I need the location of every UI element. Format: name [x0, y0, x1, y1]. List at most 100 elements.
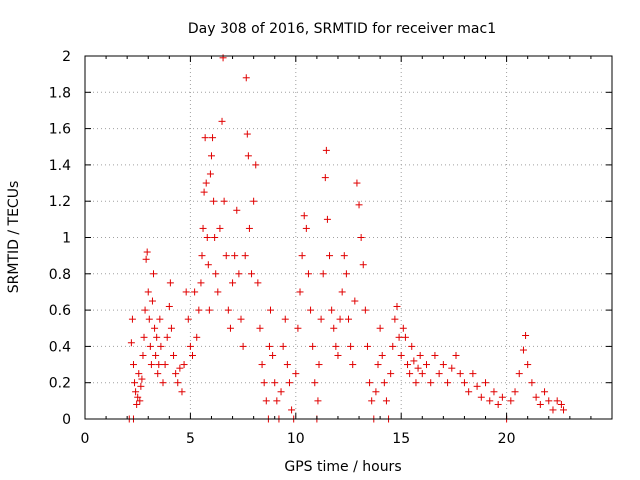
- data-point: [353, 179, 361, 187]
- data-point: [146, 342, 154, 350]
- data-point: [219, 54, 227, 62]
- data-point: [498, 393, 506, 401]
- data-point: [248, 270, 256, 278]
- data-point: [300, 212, 308, 220]
- data-point: [226, 324, 234, 332]
- data-point: [176, 364, 184, 372]
- data-point: [197, 279, 205, 287]
- data-point: [285, 379, 293, 387]
- data-point: [357, 234, 365, 241]
- data-point: [401, 333, 409, 341]
- data-point: [256, 324, 264, 332]
- x-tick-label: 20: [498, 431, 516, 447]
- data-point: [298, 252, 306, 260]
- data-point: [172, 370, 180, 378]
- data-point: [203, 234, 211, 241]
- data-point: [132, 388, 140, 396]
- data-point: [444, 379, 452, 387]
- data-point: [338, 288, 346, 296]
- data-point: [482, 379, 490, 387]
- y-tick-label: 1: [62, 231, 71, 247]
- data-point: [235, 270, 243, 278]
- data-point: [199, 224, 207, 232]
- data-point: [545, 397, 553, 405]
- data-point: [189, 351, 197, 359]
- data-point: [133, 400, 141, 408]
- data-point: [465, 388, 473, 396]
- data-point: [195, 306, 203, 314]
- data-point: [334, 351, 342, 359]
- data-point: [319, 270, 327, 278]
- data-point: [456, 370, 464, 378]
- y-tick-labels: 0 0.2 0.4 0.6 0.8 1 1.2 1.4 1.6 1.8 2: [49, 49, 71, 428]
- data-point: [139, 351, 147, 359]
- data-point: [532, 393, 540, 401]
- data-point: [469, 370, 477, 378]
- data-point: [170, 351, 178, 359]
- data-point: [210, 197, 218, 205]
- data-point: [262, 397, 270, 405]
- y-tick-label: 0: [62, 412, 71, 428]
- y-tick-label: 1.2: [49, 194, 71, 210]
- y-tick-label: 1.4: [49, 158, 71, 174]
- data-point: [154, 370, 162, 378]
- data-point: [136, 397, 144, 405]
- data-point: [265, 342, 273, 350]
- x-axis-label: GPS time / hours: [284, 459, 401, 475]
- data-point: [267, 306, 275, 314]
- data-point: [191, 288, 199, 296]
- data-point: [151, 324, 159, 332]
- data-point: [355, 201, 363, 209]
- data-point: [245, 224, 253, 232]
- data-point: [522, 332, 530, 340]
- data-point: [372, 388, 380, 396]
- data-point: [541, 388, 549, 396]
- data-point: [281, 315, 289, 323]
- data-point: [134, 393, 142, 401]
- data-point: [378, 351, 386, 359]
- data-point: [515, 370, 523, 378]
- data-point: [161, 361, 169, 369]
- data-point: [393, 302, 401, 310]
- y-tick-label: 1.6: [49, 122, 71, 138]
- data-point: [395, 333, 403, 341]
- data-point: [207, 152, 215, 160]
- data-point: [452, 351, 460, 359]
- data-point: [374, 361, 382, 369]
- data-point: [336, 315, 344, 323]
- data-point: [243, 130, 251, 138]
- data-point: [252, 161, 260, 169]
- data-point: [363, 342, 371, 350]
- x-tick-label: 0: [81, 431, 90, 447]
- data-point: [376, 324, 384, 332]
- data-point: [260, 379, 268, 387]
- data-point: [332, 342, 340, 350]
- data-point: [330, 324, 338, 332]
- data-points: [125, 54, 568, 423]
- data-point: [150, 270, 158, 278]
- data-point: [239, 342, 247, 350]
- data-point: [271, 379, 279, 387]
- data-point: [144, 288, 152, 296]
- data-point: [288, 406, 296, 414]
- data-point: [229, 279, 237, 287]
- data-point: [254, 279, 262, 287]
- data-point: [296, 288, 304, 296]
- data-point: [269, 351, 277, 359]
- y-tick-label: 0.8: [49, 267, 71, 283]
- data-point: [242, 74, 250, 82]
- data-point: [156, 315, 164, 323]
- data-point: [368, 397, 376, 405]
- data-point: [524, 361, 532, 369]
- data-point: [244, 152, 252, 160]
- data-point: [359, 261, 367, 269]
- data-point: [322, 146, 330, 154]
- data-point: [137, 382, 145, 390]
- data-point: [250, 197, 258, 205]
- data-point: [178, 388, 186, 396]
- x-tick-label: 15: [392, 431, 410, 447]
- y-tick-label: 0.4: [49, 339, 71, 355]
- data-point: [349, 361, 357, 369]
- data-point: [314, 397, 322, 405]
- data-point: [408, 342, 416, 350]
